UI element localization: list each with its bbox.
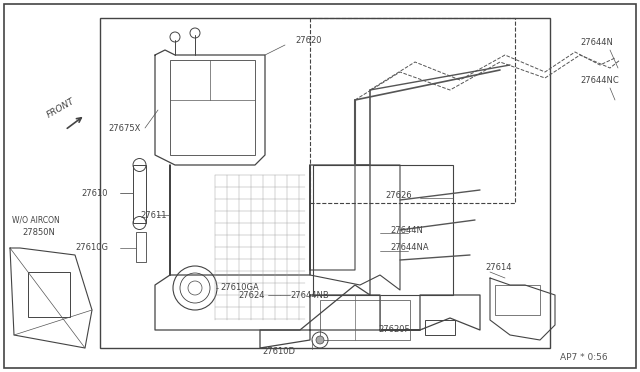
Text: 27610: 27610 <box>81 189 108 198</box>
Text: 27620: 27620 <box>295 35 321 45</box>
Text: 27611: 27611 <box>140 211 166 219</box>
Text: W/O AIRCON: W/O AIRCON <box>12 215 60 224</box>
Text: 27626: 27626 <box>385 190 412 199</box>
Bar <box>495 285 540 315</box>
Text: 27675X: 27675X <box>108 124 140 132</box>
Bar <box>28 272 70 317</box>
Text: 27644N: 27644N <box>580 38 613 46</box>
Text: 27610G: 27610G <box>75 244 108 253</box>
Text: 27624: 27624 <box>238 291 264 299</box>
Text: 27644N: 27644N <box>390 225 423 234</box>
Text: 27610D: 27610D <box>262 347 295 356</box>
Text: 27614: 27614 <box>485 263 511 273</box>
Text: AP7 * 0:56: AP7 * 0:56 <box>560 353 607 362</box>
Text: 27610GA: 27610GA <box>220 283 259 292</box>
Text: FRONT: FRONT <box>45 96 76 119</box>
Bar <box>320 300 410 340</box>
Bar <box>133 165 146 223</box>
Bar <box>136 232 146 262</box>
Text: 27644NA: 27644NA <box>390 244 429 253</box>
Bar <box>313 165 453 295</box>
Text: 27850N: 27850N <box>22 228 55 237</box>
Text: 27620F: 27620F <box>379 326 410 334</box>
Bar <box>100 18 550 348</box>
Bar <box>170 60 255 155</box>
Bar <box>425 320 455 335</box>
Bar <box>310 18 515 203</box>
Text: 27644NC: 27644NC <box>580 76 619 84</box>
Circle shape <box>316 336 324 344</box>
Text: 27644NB: 27644NB <box>290 291 329 299</box>
